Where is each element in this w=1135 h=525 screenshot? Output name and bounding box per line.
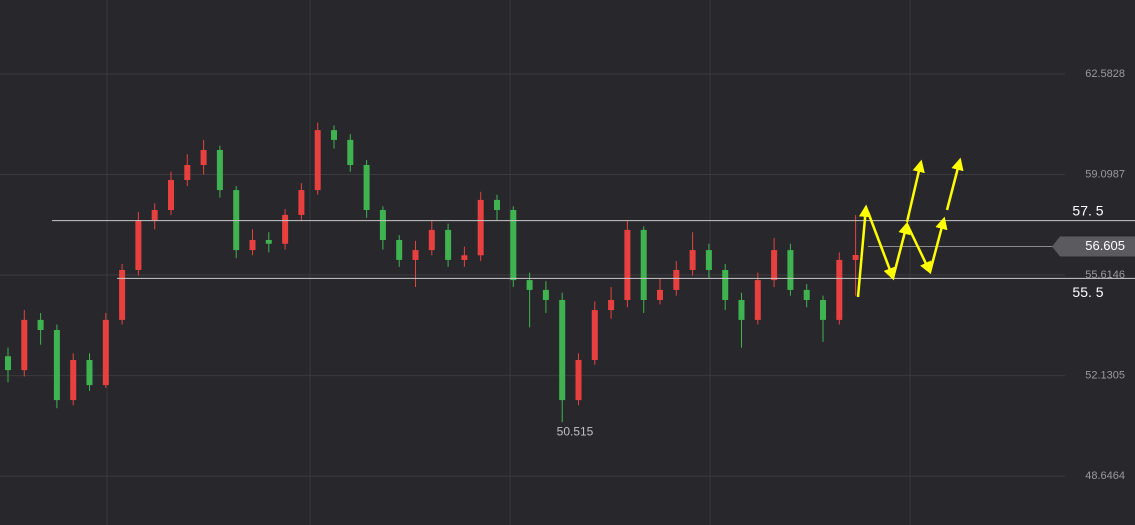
- candle-body: [608, 300, 615, 311]
- candle-body: [494, 199, 500, 210]
- candle-body: [428, 229, 435, 251]
- arrow: [928, 216, 948, 273]
- y-tick-label: 48.6464: [1085, 470, 1125, 482]
- candle-body: [542, 289, 549, 300]
- candle-body: [445, 229, 452, 260]
- candle-body: [249, 240, 256, 251]
- candle-body: [657, 289, 663, 300]
- candle-body: [836, 259, 843, 320]
- candle-body: [820, 300, 826, 320]
- candle-body: [624, 229, 631, 300]
- candle-body: [738, 300, 745, 320]
- candle-body: [37, 319, 44, 330]
- candle-body: [265, 240, 272, 244]
- candle-body: [771, 250, 778, 281]
- candle-body: [119, 270, 126, 320]
- level-label: 57. 5: [1072, 202, 1103, 218]
- candle-body: [461, 255, 468, 260]
- candle-body: [102, 319, 109, 386]
- vertical-grid: [106, 0, 911, 525]
- y-tick-label: 52.1305: [1085, 369, 1125, 381]
- arrow: [905, 223, 932, 275]
- candle-body: [787, 250, 794, 290]
- candle-body: [363, 165, 370, 210]
- candle-body: [233, 190, 240, 251]
- candle-body: [135, 220, 142, 270]
- candle-body: [412, 250, 419, 260]
- candle-body: [53, 330, 60, 401]
- candle-body: [705, 250, 712, 270]
- arrow: [866, 211, 896, 281]
- arrow: [856, 204, 872, 298]
- candle-body: [5, 356, 11, 371]
- candle-body: [151, 210, 158, 221]
- arrow: [891, 221, 911, 279]
- candle-body: [510, 210, 517, 281]
- candle-body: [477, 199, 484, 256]
- arrow: [905, 159, 925, 223]
- candle-body: [168, 180, 174, 210]
- candle-body: [331, 130, 337, 140]
- candle-body: [86, 360, 93, 386]
- y-tick-label: 62.5828: [1085, 68, 1125, 80]
- candle-body: [298, 190, 305, 215]
- projection-arrows: [856, 157, 964, 298]
- candle-body: [640, 229, 647, 300]
- candle-body: [21, 319, 28, 371]
- arrow: [945, 157, 964, 211]
- current-price-box: [1060, 236, 1135, 257]
- candle-body: [526, 280, 533, 290]
- candle-body: [754, 280, 761, 320]
- candle-body: [347, 139, 354, 165]
- candle-body: [314, 130, 321, 191]
- current-price-label: 56.605: [1085, 238, 1125, 253]
- level-label: 55. 5: [1072, 284, 1103, 300]
- candle-body: [689, 250, 696, 270]
- candle-body: [591, 310, 598, 360]
- candle-body: [396, 240, 403, 260]
- candle-body: [575, 360, 582, 401]
- y-tick-label: 59.0987: [1085, 168, 1125, 180]
- candle-body: [282, 214, 289, 244]
- candle-body: [803, 289, 810, 300]
- candle-body: [379, 210, 386, 240]
- candle-body: [559, 300, 566, 401]
- candle-body: [216, 150, 223, 191]
- candle-body: [184, 165, 191, 180]
- low-label: 50.515: [557, 424, 594, 438]
- candle-body: [673, 270, 680, 290]
- candle-body: [200, 150, 207, 165]
- candle-body: [70, 360, 77, 401]
- y-tick-label: 55.6146: [1085, 269, 1125, 281]
- candle-body: [852, 255, 859, 260]
- candle-body: [722, 270, 729, 300]
- current-price-pointer: [1052, 236, 1060, 257]
